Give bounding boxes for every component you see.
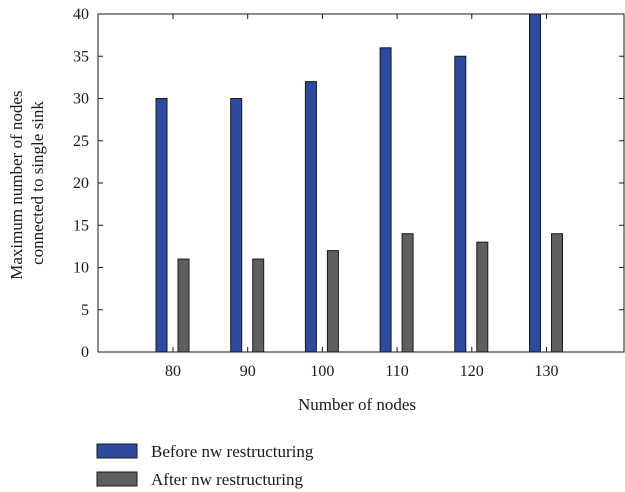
y-tick-label: 40 <box>73 6 89 23</box>
bar-after-restructuring <box>401 233 414 353</box>
y-tick-label: 5 <box>81 302 89 319</box>
x-tick-label: 130 <box>535 363 559 380</box>
y-tick-label: 15 <box>73 217 89 234</box>
bar-after-restructuring <box>177 258 190 353</box>
x-tick-label: 110 <box>385 363 408 380</box>
bar-after-restructuring <box>252 258 265 353</box>
plot-frame <box>97 13 625 353</box>
x-tick-label: 80 <box>165 363 181 380</box>
y-axis-title-line-1: Maximum number of nodes <box>7 90 26 279</box>
legend-swatch-after <box>96 471 138 487</box>
legend-swatch-before <box>96 443 138 459</box>
y-axis-title-line-2: connected to single sink <box>28 101 47 265</box>
bar-before-restructuring <box>529 13 541 353</box>
y-tick-label: 0 <box>81 344 89 361</box>
x-axis: 80 90 100 110 120 130 <box>165 14 559 380</box>
bar-after-restructuring <box>551 233 563 353</box>
bar-before-restructuring <box>454 55 467 353</box>
y-tick-label: 10 <box>73 260 89 277</box>
legend-label-before: Before nw restructuring <box>151 442 314 461</box>
bar-before-restructuring <box>230 98 243 353</box>
y-tick-label: 20 <box>73 175 89 192</box>
y-tick-label: 30 <box>73 91 89 108</box>
x-tick-label: 100 <box>310 363 334 380</box>
bar-before-restructuring <box>379 47 392 353</box>
bar-series <box>155 13 563 353</box>
legend: Before nw restructuring After nw restruc… <box>96 442 314 489</box>
x-tick-label: 120 <box>460 363 484 380</box>
legend-label-after: After nw restructuring <box>151 470 304 489</box>
y-tick-label: 25 <box>73 133 89 150</box>
bar-before-restructuring <box>155 98 168 353</box>
x-axis-title: Number of nodes <box>298 395 416 414</box>
y-tick-label: 35 <box>73 48 89 65</box>
y-axis: 0 5 10 15 20 25 30 35 40 <box>73 6 624 361</box>
x-tick-label: 90 <box>240 363 256 380</box>
bar-after-restructuring <box>326 250 339 353</box>
bar-before-restructuring <box>304 81 317 353</box>
y-axis-title: Maximum number of nodes connected to sin… <box>7 86 47 280</box>
bar-after-restructuring <box>476 241 489 353</box>
